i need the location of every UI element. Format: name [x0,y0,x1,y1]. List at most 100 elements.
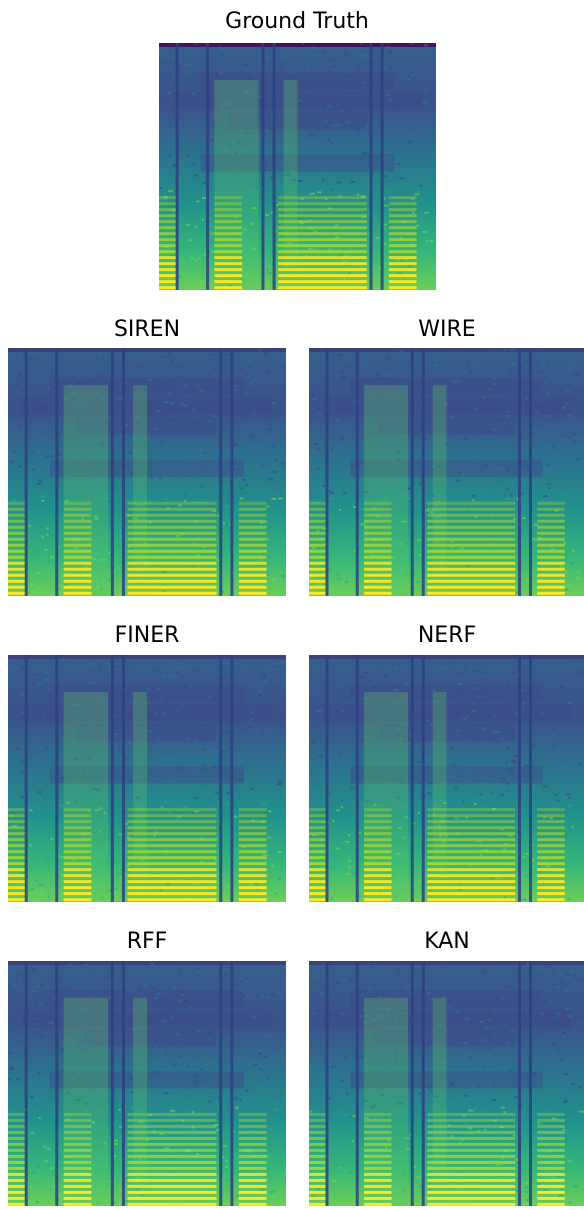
noise [430,1090,432,1092]
harmonic [239,1125,267,1128]
noise [193,1030,196,1032]
noise [157,688,161,690]
noise [47,386,51,388]
harmonic [214,202,242,205]
spectrogram-top [309,961,584,965]
harmonic [8,508,25,511]
noise [394,104,398,106]
noise [318,1020,321,1022]
noise [165,1043,167,1045]
dark-line [356,961,359,1206]
noise [28,458,32,460]
noise [505,782,509,784]
noise [571,402,575,404]
noise [65,987,68,989]
harmonic [427,550,515,553]
harmonic [128,1203,217,1206]
noise [39,884,43,886]
harmonic [64,574,92,577]
noise [430,1084,433,1086]
noise [227,792,230,794]
harmonic [128,592,217,595]
noise [208,1101,211,1103]
noise [472,710,476,712]
noise [450,1135,452,1137]
harmonic [537,1179,565,1182]
noise [161,417,165,419]
noise [29,379,34,381]
noise [578,1086,581,1088]
noise [463,1201,467,1203]
noise [521,449,524,451]
noise [427,992,431,994]
noise [268,1148,272,1150]
noise [418,761,422,763]
noise [274,1109,279,1111]
noise [34,1172,36,1174]
noise [249,382,254,384]
noise [174,1201,178,1203]
harmonic [537,1143,565,1146]
noise [189,1095,193,1097]
harmonic [309,826,326,829]
harmonic [364,1203,392,1206]
noise [222,750,225,752]
noise [186,966,190,968]
noise [15,1046,19,1048]
noise [376,374,380,376]
harmonic [239,526,267,529]
noise [428,1041,432,1043]
noise [197,707,201,709]
noise [268,258,271,260]
noise [317,1066,319,1068]
noise [356,129,359,131]
harmonic [8,1143,25,1146]
noise [480,689,482,691]
noise [313,1012,317,1014]
harmonic [364,556,392,559]
noise [276,1049,280,1051]
noise [343,537,346,539]
harmonic [64,850,92,853]
noise [455,788,458,790]
noise [361,993,363,995]
harmonic [309,538,326,541]
noise [46,534,48,536]
harmonic [427,514,515,517]
noise [233,816,237,818]
noise [405,985,408,987]
noise [383,224,387,226]
noise [463,1033,465,1035]
noise [348,272,350,274]
noise [435,987,438,989]
noise [465,1018,469,1020]
noise [552,734,557,736]
harmonic [427,592,515,595]
noise [523,702,526,704]
noise [573,1090,577,1092]
noise [225,1160,228,1162]
harmonic [128,508,217,511]
harmonic [239,880,267,883]
noise [342,53,347,55]
noise [311,395,313,397]
noise [315,687,319,689]
noise [165,383,167,385]
harmonic [537,562,565,565]
harmonic [128,526,217,529]
noise [473,363,475,365]
noise [171,56,173,58]
dark-line [411,961,414,1206]
harmonic [427,1137,515,1140]
noise [575,812,578,814]
dark-line [326,655,329,902]
noise [168,165,170,167]
noise [434,365,439,367]
noise [471,1068,475,1070]
noise [493,493,495,495]
noise [193,566,195,568]
noise [220,72,223,74]
noise [266,1077,269,1079]
noise [483,402,487,404]
